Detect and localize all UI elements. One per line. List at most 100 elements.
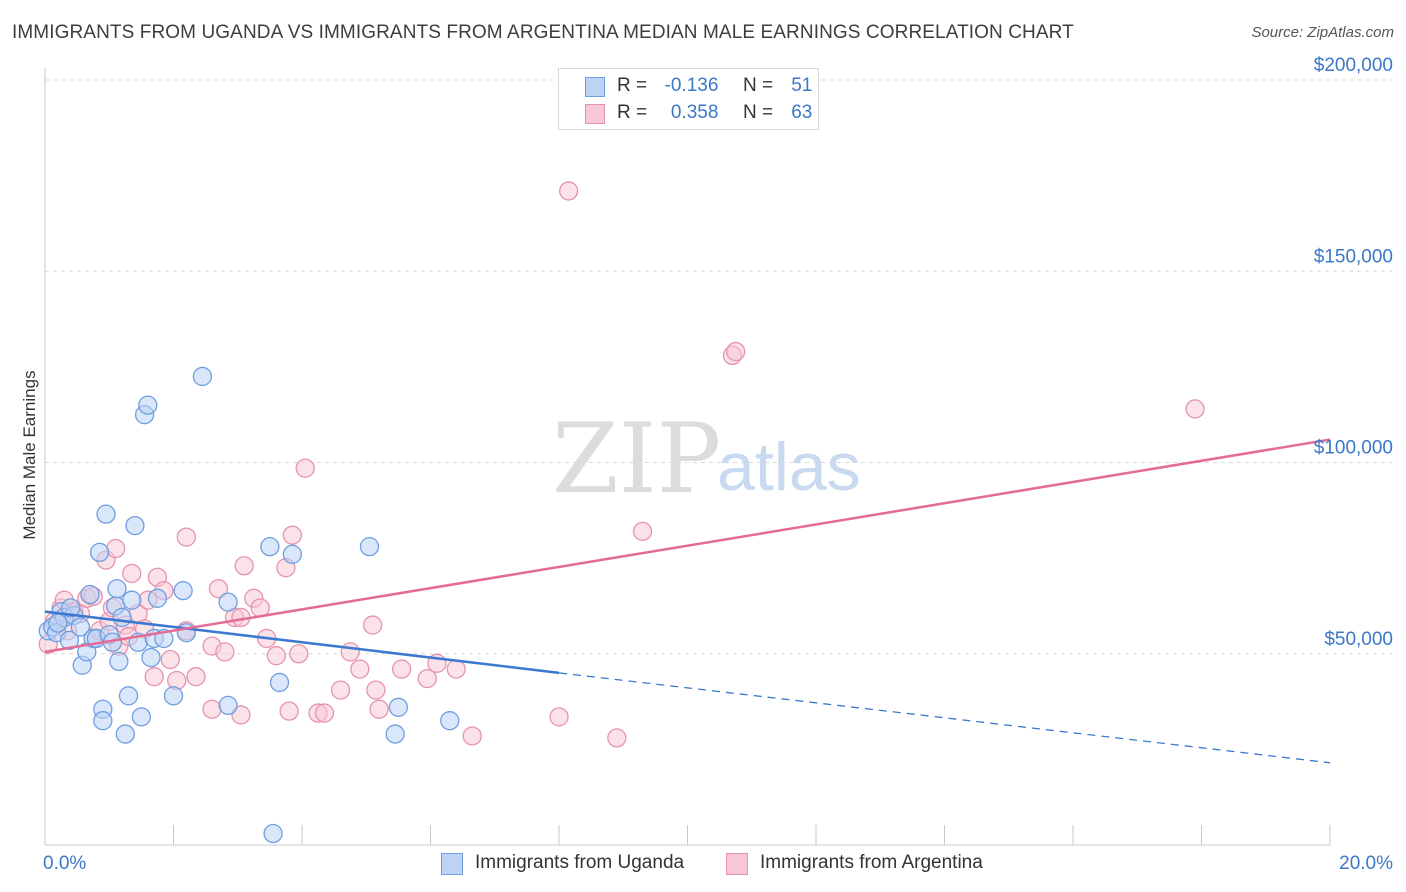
legend-text-uganda: R = -0.136 N = 51 — [617, 75, 812, 97]
uganda-point — [115, 724, 135, 744]
legend-swatch-uganda — [585, 77, 605, 97]
argentina-point — [208, 579, 229, 599]
uganda-point — [89, 542, 110, 563]
argentina-point — [186, 667, 206, 687]
argentina-point — [122, 563, 142, 584]
uganda-point — [173, 580, 193, 601]
y-tick-label: $200,000 — [1314, 55, 1393, 76]
legend-n-label: N = — [742, 102, 774, 123]
legend-n-label: N = — [742, 75, 774, 96]
uganda-point — [260, 537, 280, 557]
uganda-point — [122, 590, 142, 610]
uganda-point — [70, 617, 90, 637]
y-tick-label: $50,000 — [1324, 629, 1393, 650]
y-tick-label: $150,000 — [1314, 246, 1393, 267]
argentina-point — [369, 699, 389, 719]
uganda-point — [118, 686, 139, 706]
legend-r-value: 0.358 — [670, 102, 719, 123]
axes — [44, 68, 1331, 846]
argentina-point — [289, 644, 309, 664]
argentina-point — [231, 705, 251, 725]
x-tick-label: 0.0% — [43, 853, 86, 874]
x-tick-label: 20.0% — [1339, 853, 1393, 874]
uganda-point — [388, 697, 409, 717]
legend-swatch-argentina — [585, 104, 605, 124]
argentina-point — [282, 525, 303, 545]
uganda-point — [147, 588, 168, 608]
uganda-point — [96, 504, 116, 524]
argentina-point — [330, 680, 351, 700]
uganda-trend-line — [44, 610, 560, 675]
uganda-point — [141, 647, 161, 668]
uganda-point — [48, 613, 68, 633]
argentina-point — [726, 341, 746, 362]
uganda-point — [109, 651, 129, 672]
legend-text-argentina: R = 0.358 N = 63 — [617, 102, 812, 124]
bottom-legend-swatch-uganda — [441, 853, 463, 875]
uganda-point — [131, 707, 152, 727]
argentina-point — [632, 521, 653, 541]
argentina-point — [106, 538, 126, 559]
uganda-point — [138, 395, 158, 415]
argentina-point — [607, 728, 627, 748]
y-tick-labels: $50,000 $100,000 $150,000 $200,000 — [1314, 55, 1393, 650]
x-tick-labels: 0.0% 20.0% — [43, 853, 1393, 874]
uganda-point — [192, 366, 213, 387]
argentina-point — [462, 726, 482, 746]
uganda-point — [112, 607, 132, 628]
legend-n-value: 63 — [791, 102, 813, 123]
uganda-point — [385, 724, 405, 744]
argentina-point — [366, 680, 386, 700]
uganda-point — [218, 592, 238, 612]
argentina-point — [363, 615, 383, 635]
argentina-trend-line — [44, 438, 1331, 654]
argentina-point — [350, 659, 370, 679]
argentina-point — [176, 527, 197, 547]
watermark-atlas: atlas — [717, 429, 861, 505]
uganda-point — [282, 544, 303, 564]
argentina-point — [314, 703, 335, 723]
legend-r-label: R = — [617, 102, 648, 123]
chart-title: IMMIGRANTS FROM UGANDA VS IMMIGRANTS FRO… — [12, 22, 1074, 43]
argentina-point — [446, 659, 466, 679]
bottom-legend-label-argentina: Immigrants from Argentina — [760, 852, 983, 873]
source-label: Source: ZipAtlas.com — [1251, 24, 1394, 41]
bottom-legend-label-uganda: Immigrants from Uganda — [475, 852, 685, 873]
legend-r-value: -0.136 — [664, 75, 719, 96]
bottom-legend-swatch-argentina — [726, 853, 748, 875]
argentina-point — [340, 642, 360, 662]
uganda-point — [269, 672, 290, 693]
argentina-point — [391, 659, 412, 679]
uganda-point — [61, 598, 81, 618]
uganda-point — [59, 630, 80, 651]
correlation-legend: R = -0.136 N = 51 R = 0.358 N = 63 — [558, 68, 819, 130]
argentina-point — [279, 701, 299, 721]
argentina-point — [202, 699, 222, 719]
argentina-point — [549, 707, 569, 727]
uganda-point — [263, 823, 283, 844]
watermark: ZIP atlas — [552, 403, 861, 515]
argentina-point — [160, 649, 180, 670]
uganda-point — [107, 579, 127, 599]
legend-r-label: R = — [617, 75, 648, 96]
y-tick-label: $100,000 — [1314, 438, 1393, 459]
uganda-trend-extension — [558, 672, 1331, 764]
argentina-point — [558, 181, 579, 201]
uganda-point — [218, 695, 238, 716]
argentina-point — [417, 668, 437, 689]
uganda-point — [359, 537, 380, 557]
argentina-point — [295, 458, 315, 478]
argentina-point — [266, 646, 286, 666]
argentina-point — [215, 642, 235, 662]
uganda-point — [125, 515, 145, 536]
legend-n-value: 51 — [791, 75, 813, 96]
watermark-zip: ZIP — [552, 403, 721, 515]
argentina-point — [1185, 399, 1205, 419]
uganda-point — [80, 584, 100, 605]
uganda-point — [440, 711, 460, 731]
argentina-point — [144, 667, 164, 687]
argentina-point — [234, 556, 254, 576]
trend-lines — [44, 438, 1331, 764]
uganda-point — [93, 711, 113, 731]
